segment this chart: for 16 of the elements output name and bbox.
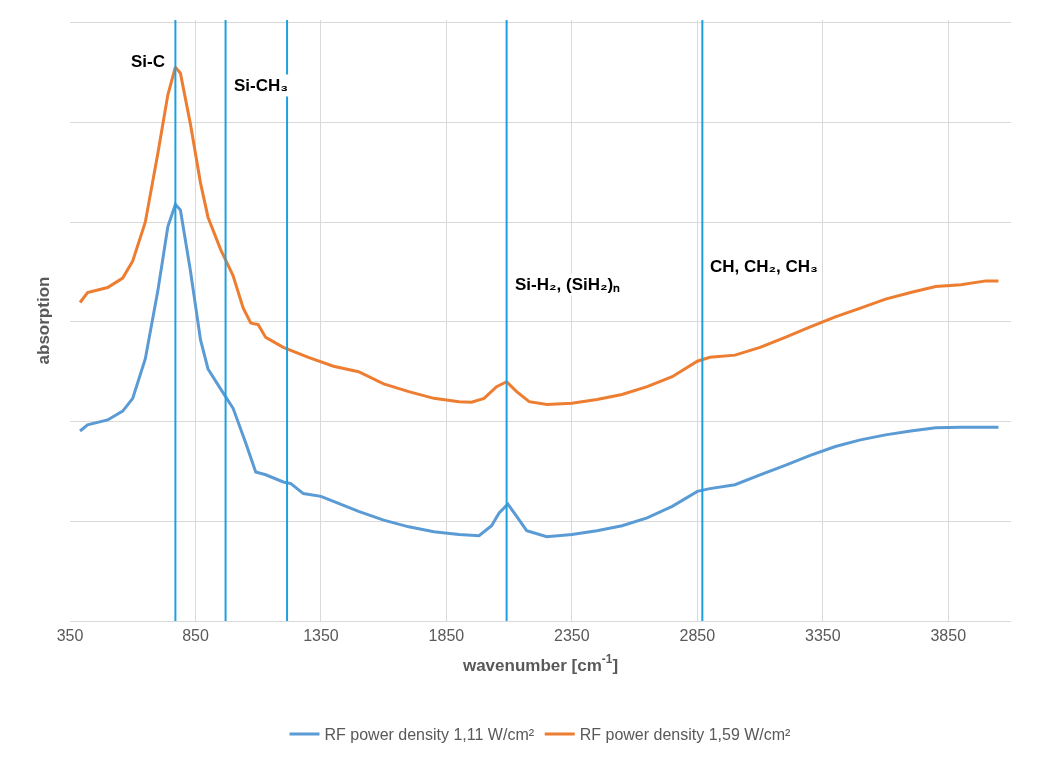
x-tick-label: 350 (56, 627, 84, 645)
x-tick-label: 2850 (679, 627, 716, 645)
y-axis-title: absorption (33, 276, 53, 365)
x-tick-label: 3850 (930, 627, 967, 645)
legend-label: RF power density 1,11 W/cm² (324, 726, 535, 744)
ref-line-label: Si-C (131, 52, 165, 71)
legend-label: RF power density 1,59 W/cm² (579, 726, 792, 744)
x-tick-label: 1850 (428, 627, 465, 645)
ref-line-label: CH, CH₂, CH₃ (710, 257, 818, 276)
x-axis-title: wavenumber [cm$^{-1}$] (461, 652, 619, 675)
ref-line-label: Si-CH₃ (234, 76, 289, 95)
x-tick-label: 3350 (805, 627, 841, 645)
x-tick-label: 850 (182, 627, 209, 645)
x-tick-label: 1350 (303, 627, 339, 645)
ref-line-label: Si-H₂, (SiH₂)ₙ (515, 275, 621, 294)
x-tick-label: 2350 (554, 627, 590, 645)
